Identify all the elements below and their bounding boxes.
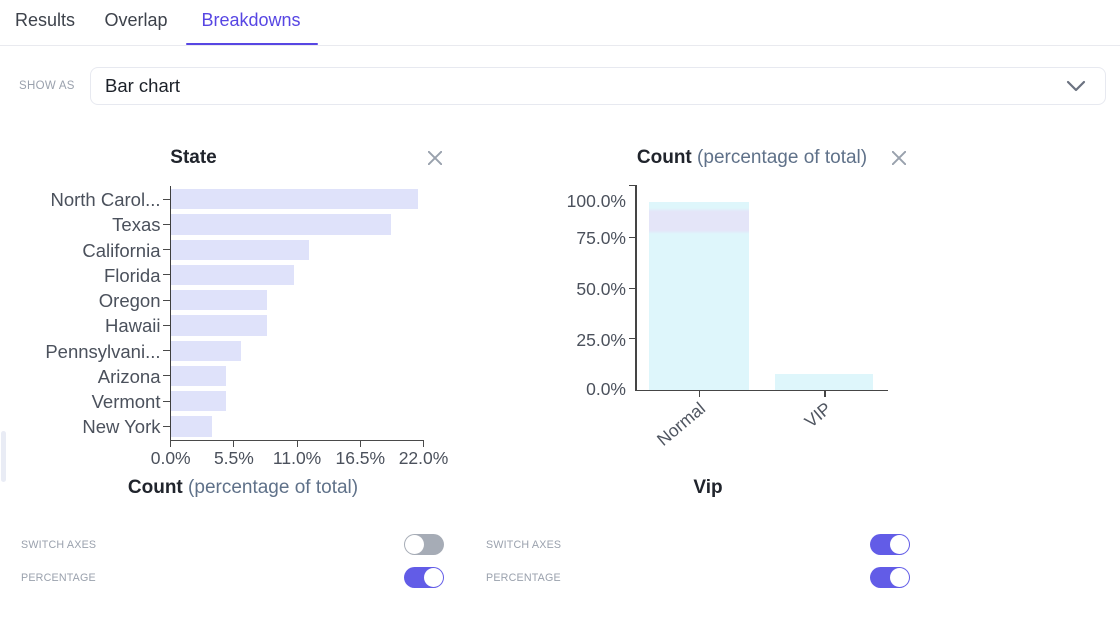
svg-text:VIP: VIP <box>801 398 835 431</box>
svg-text:Normal: Normal <box>653 398 709 450</box>
